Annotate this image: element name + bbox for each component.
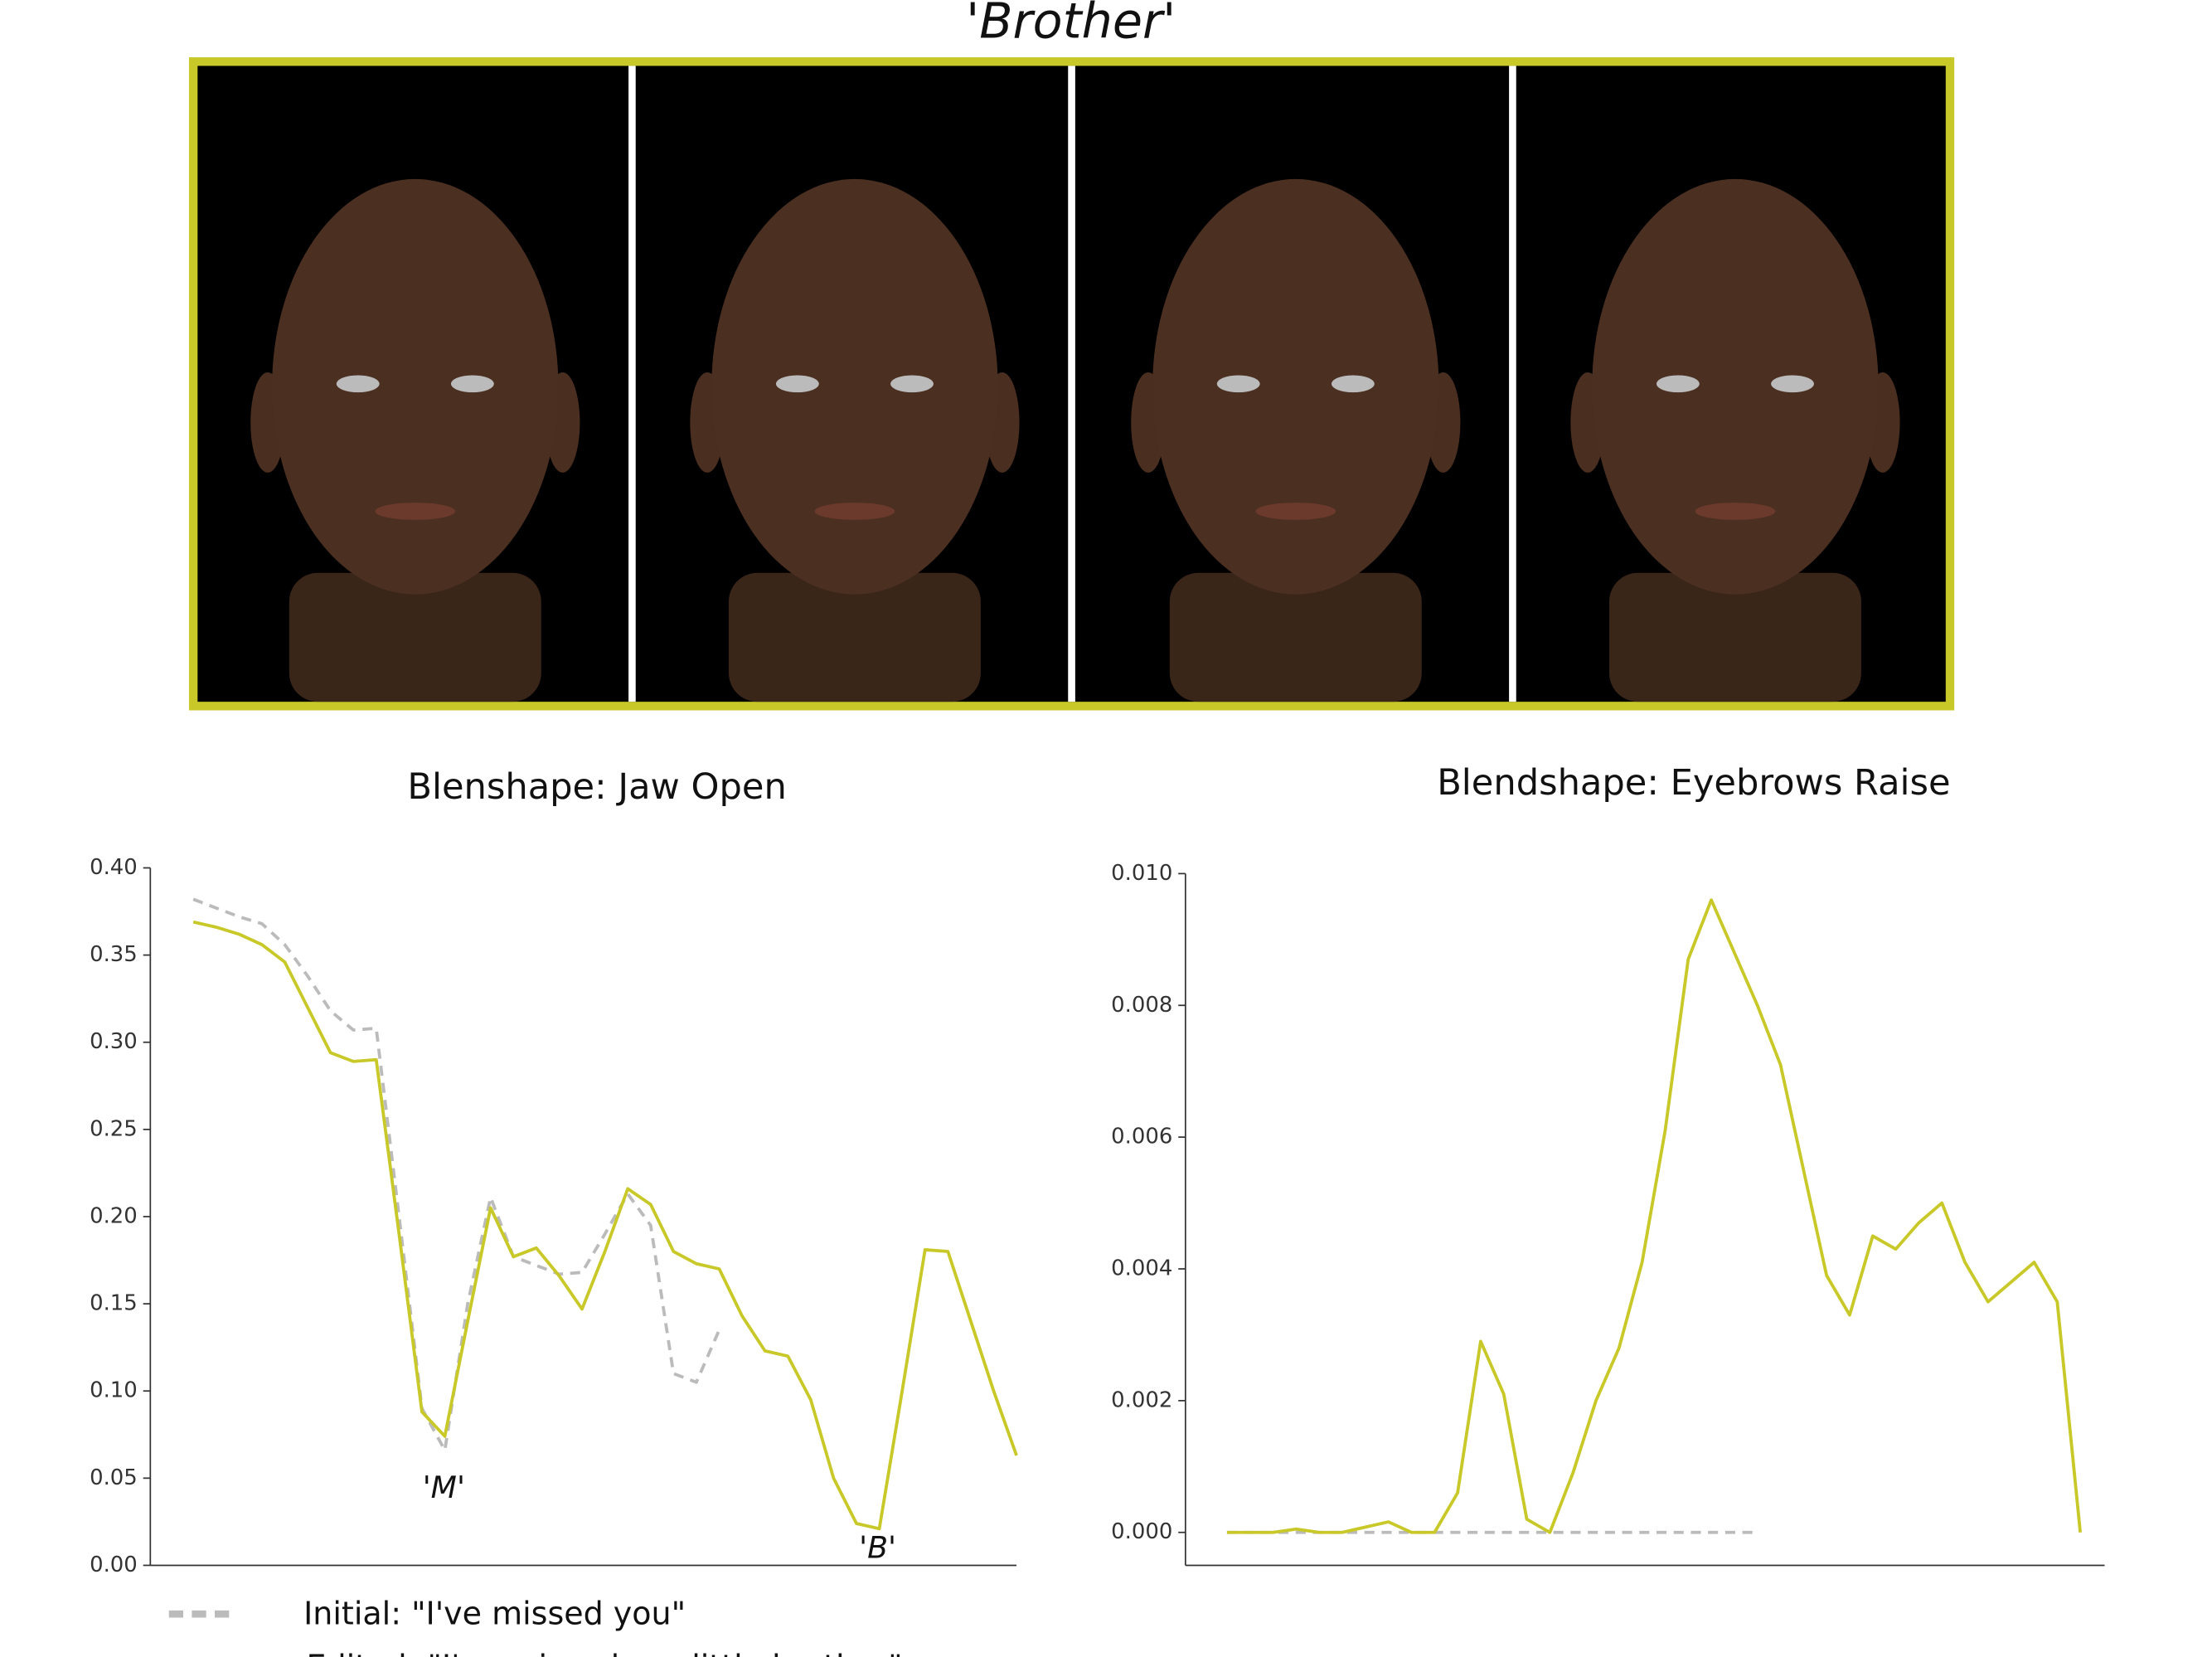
figure-title: 'Brother' [966, 0, 1176, 49]
y-tick-label: 0.00 [90, 1553, 138, 1577]
y-tick-label: 0.35 [90, 942, 138, 967]
neck [289, 572, 541, 702]
mouth [375, 503, 456, 520]
neck [728, 572, 981, 702]
face [690, 178, 1020, 702]
neck [1169, 572, 1422, 702]
y-tick-label: 0.15 [90, 1291, 138, 1316]
separator [628, 66, 636, 702]
separator [1068, 66, 1075, 702]
chart-title: Blenshape: Jaw Open [407, 766, 786, 808]
separator [1509, 66, 1516, 702]
legend-label: Initial: "I've missed you" [303, 1595, 686, 1631]
head [711, 178, 998, 595]
y-tick-label: 0.000 [1111, 1519, 1172, 1544]
y-tick-label: 0.40 [90, 855, 138, 880]
series-line [192, 897, 721, 1452]
eye [1656, 375, 1700, 393]
eye [775, 375, 819, 393]
y-tick-label: 0.002 [1111, 1387, 1172, 1412]
eye [336, 375, 380, 393]
neck [1608, 572, 1861, 702]
mouth [1695, 503, 1776, 520]
y-tick-label: 0.006 [1111, 1125, 1172, 1149]
head [1592, 178, 1879, 595]
y-tick-label: 0.05 [90, 1465, 138, 1490]
head [272, 178, 559, 595]
y-tick-label: 0.008 [1111, 993, 1172, 1018]
mouth [1255, 503, 1336, 520]
face [250, 178, 580, 702]
y-tick-label: 0.004 [1111, 1256, 1172, 1281]
y-tick-label: 0.30 [90, 1029, 138, 1054]
y-tick-label: 0.25 [90, 1116, 138, 1141]
eye [1771, 375, 1814, 393]
face [1131, 178, 1461, 702]
annotation: 'B' [859, 1529, 896, 1565]
annotation: 'M' [423, 1470, 465, 1505]
mouth [814, 503, 895, 520]
head [1152, 178, 1439, 595]
series-line [1226, 898, 2083, 1534]
y-tick-label: 0.010 [1111, 861, 1172, 886]
chart-title: Blendshape: Eyebrows Raise [1437, 762, 1950, 804]
y-tick-label: 0.20 [90, 1203, 138, 1228]
y-tick-label: 0.10 [90, 1378, 138, 1403]
legend-label: Edited: "I've missed our little brother" [307, 1648, 903, 1657]
eye [890, 375, 934, 393]
eye [1216, 375, 1260, 393]
eye [450, 375, 494, 393]
series-line [192, 920, 1018, 1531]
face [1570, 178, 1900, 702]
eye [1331, 375, 1375, 393]
